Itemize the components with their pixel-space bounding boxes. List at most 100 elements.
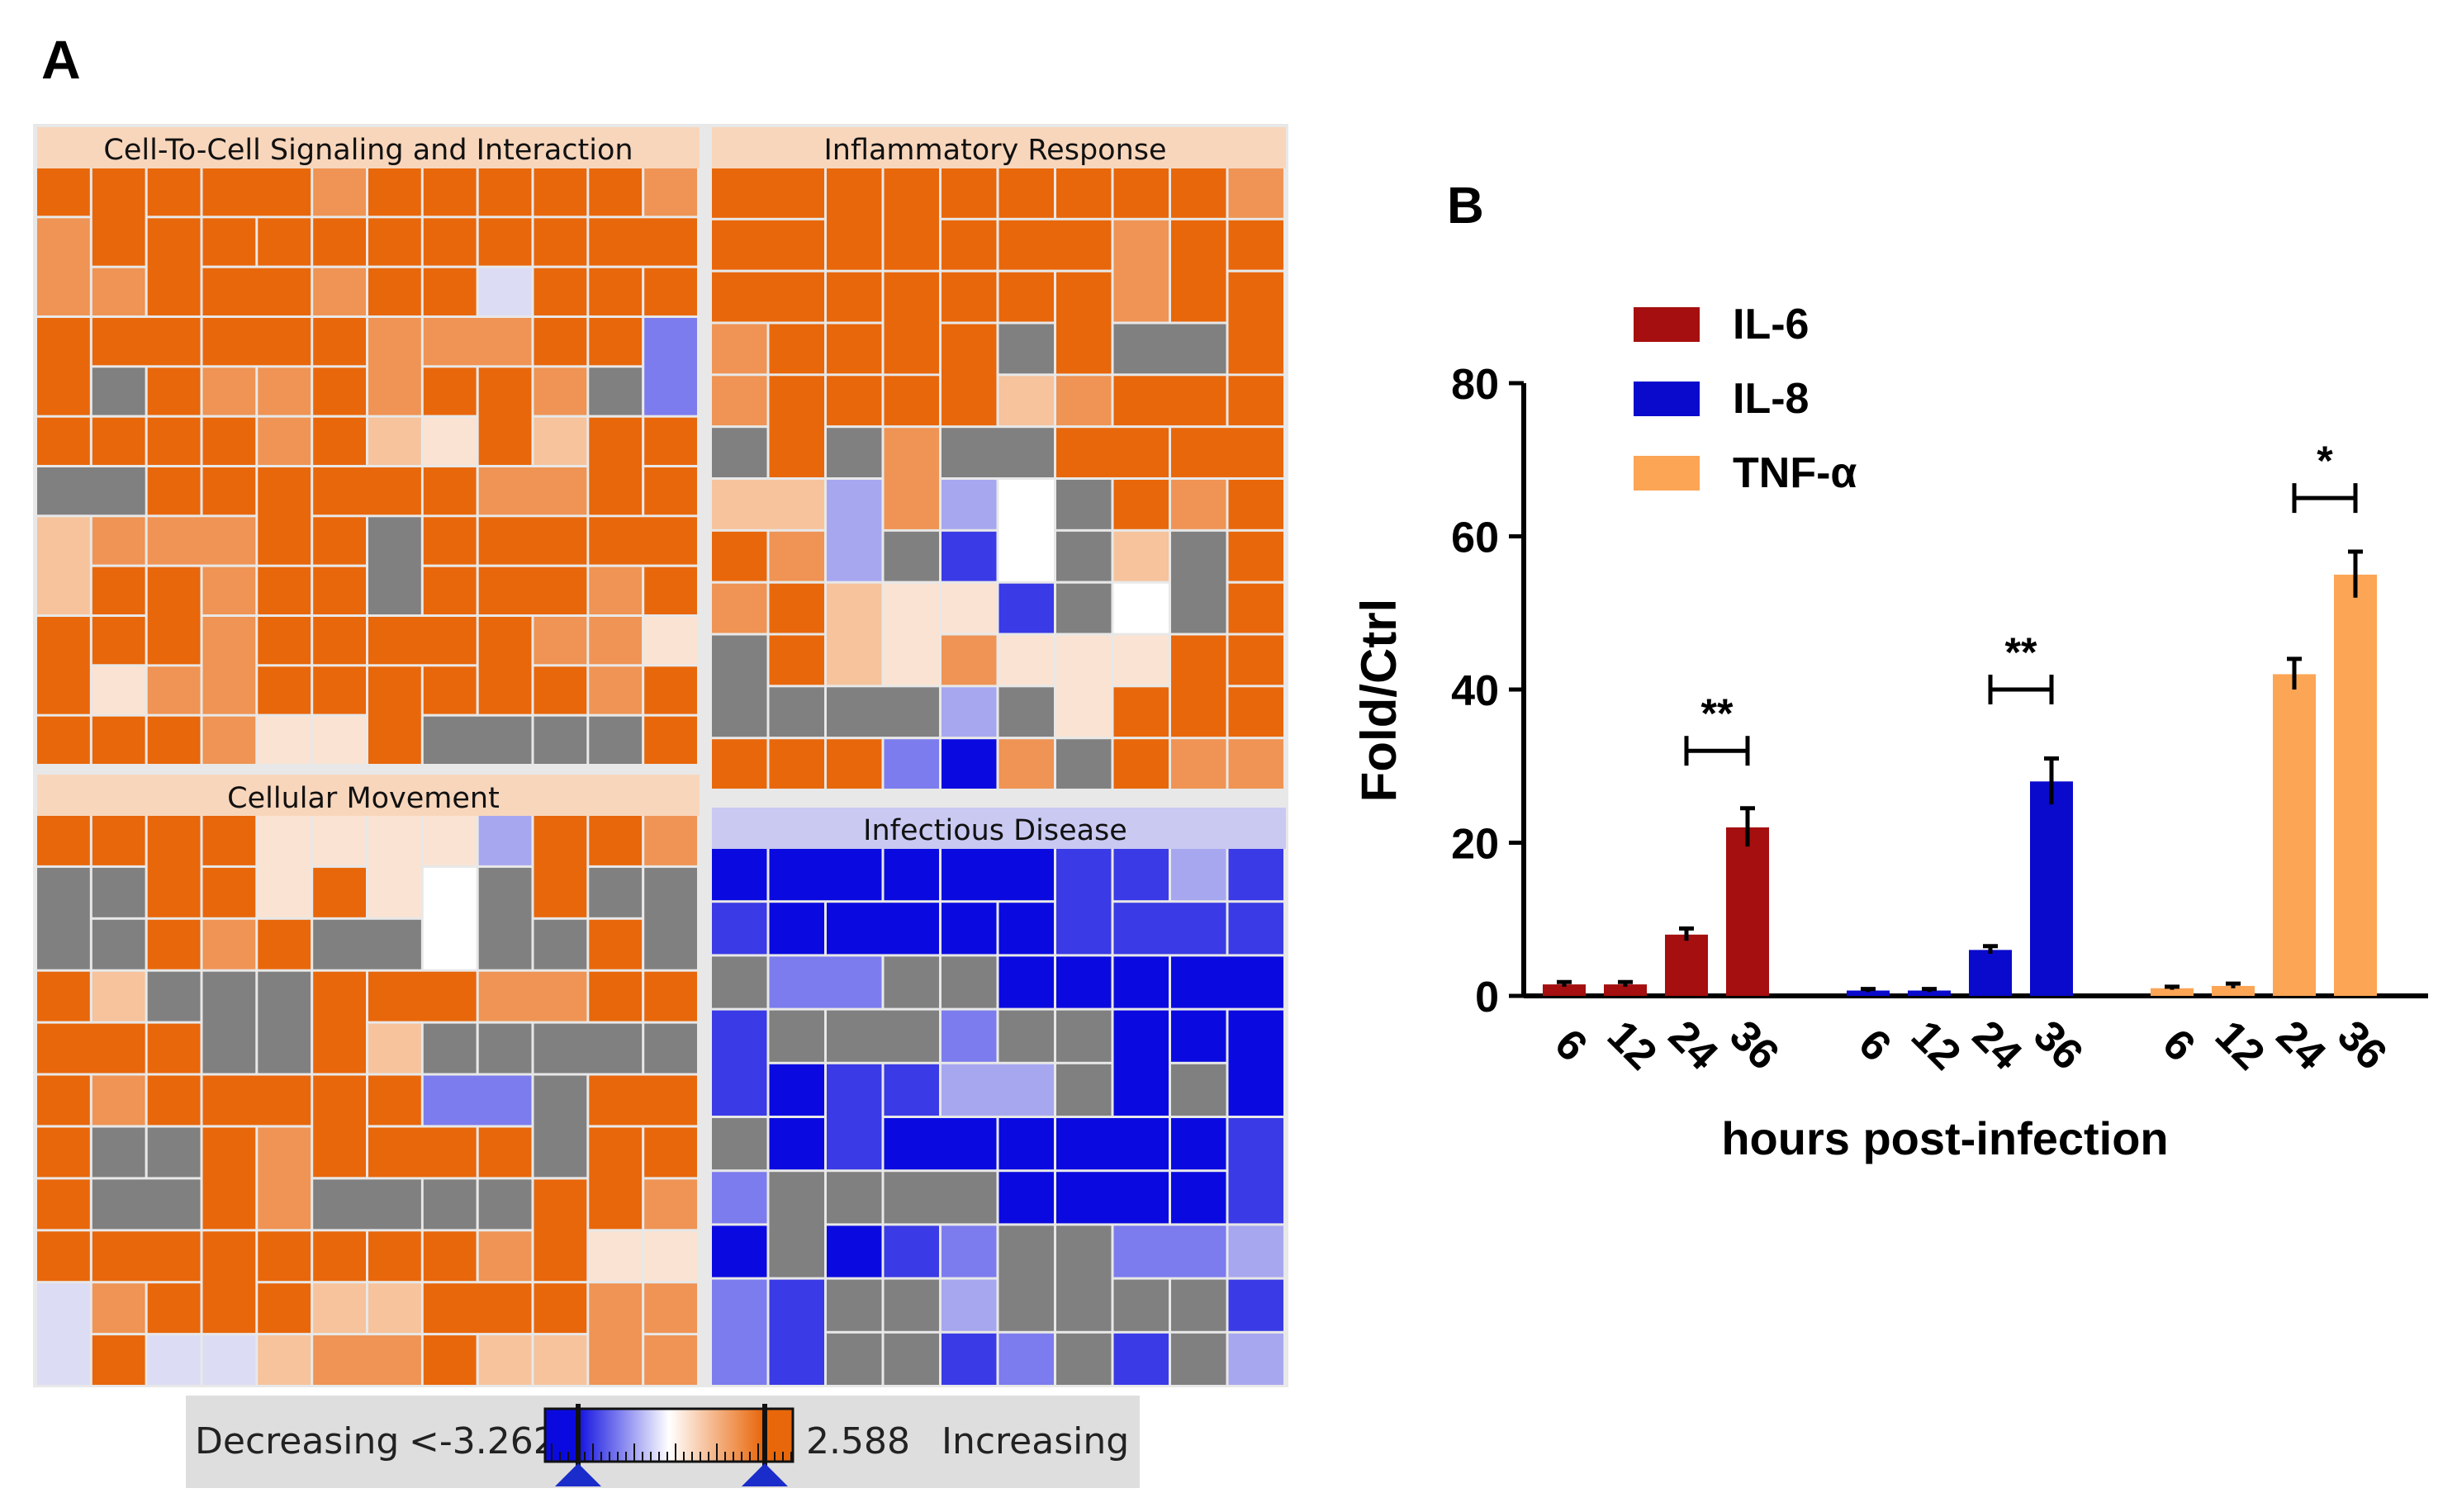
treemap-cell	[644, 971, 697, 1021]
treemap-cell	[1171, 1333, 1226, 1385]
treemap-cell	[769, 956, 882, 1008]
treemap-cell	[769, 1064, 824, 1116]
treemap-cell	[644, 417, 697, 465]
treemap-cell	[998, 739, 1054, 789]
treemap-cells	[37, 168, 1283, 1385]
treemap-cell	[147, 566, 201, 665]
treemap-cell	[202, 1127, 256, 1230]
treemap-cell	[712, 428, 767, 477]
treemap-cell	[942, 583, 997, 633]
treemap-cell	[1228, 168, 1283, 218]
scale-max-handle[interactable]	[742, 1463, 788, 1486]
bar-il8-24h	[1969, 950, 2012, 996]
scale-left-label: Decreasing	[195, 1420, 399, 1462]
treemap-cell	[1056, 376, 1112, 426]
treemap-cell	[534, 268, 587, 315]
treemap-cell	[478, 566, 587, 614]
treemap-cell	[147, 168, 201, 216]
treemap-cell	[37, 971, 90, 1021]
treemap-cell	[202, 218, 256, 266]
x-tick-label: 6	[2153, 1020, 2203, 1070]
treemap-cell	[998, 168, 1054, 218]
treemap-cell	[423, 1231, 477, 1282]
treemap-cell	[884, 1064, 939, 1116]
treemap-cell	[1056, 1333, 1112, 1385]
treemap-cell	[478, 367, 532, 465]
treemap-cell	[589, 1231, 643, 1282]
treemap-cell	[827, 583, 882, 685]
treemap-cell	[827, 739, 882, 789]
treemap-cell	[884, 168, 939, 270]
scale-min-handle[interactable]	[555, 1463, 601, 1486]
scale-min-label: <-3.262	[409, 1420, 557, 1462]
treemap-cell	[712, 324, 767, 374]
treemap-cell	[368, 816, 421, 917]
treemap-cell	[589, 417, 643, 515]
treemap-cell	[147, 919, 201, 969]
bar-il8-36h	[2030, 781, 2073, 996]
treemap-cell	[478, 617, 532, 714]
treemap-cell	[712, 1010, 767, 1116]
treemap-cell	[1056, 1225, 1112, 1331]
panel-a-label: A	[41, 29, 81, 90]
treemap-cell	[1171, 220, 1226, 322]
treemap-cell	[1056, 1172, 1169, 1224]
treemap-cell	[368, 666, 421, 764]
treemap-cell	[534, 1023, 643, 1074]
treemap-cell	[92, 716, 145, 764]
treemap-cell	[202, 318, 311, 366]
x-tick-label: 12	[2206, 1012, 2274, 1079]
treemap-cell	[423, 417, 477, 465]
treemap-cell	[202, 268, 311, 315]
treemap-cell	[1228, 903, 1283, 955]
legend-swatch-tnf	[1634, 456, 1700, 491]
treemap-cell	[942, 428, 1054, 477]
treemap-cell	[478, 168, 532, 216]
treemap-cell	[942, 1333, 997, 1385]
treemap-cell	[478, 1179, 532, 1230]
treemap-cell	[313, 816, 366, 865]
treemap-cell	[998, 376, 1054, 426]
treemap-cell	[147, 716, 201, 764]
category-title-cellular-movement: Cellular Movement	[227, 782, 500, 815]
bar-il8-12h	[1908, 990, 1951, 996]
treemap-cell	[202, 617, 256, 714]
treemap-cell	[827, 272, 882, 322]
treemap-cell	[1056, 1118, 1169, 1170]
treemap-cell	[589, 716, 643, 764]
bar-tnf-6h	[2151, 988, 2194, 996]
treemap-cell	[644, 666, 697, 714]
y-tick-label: 80	[1451, 361, 1499, 409]
treemap-cell	[37, 517, 90, 614]
treemap-cell	[92, 971, 145, 1021]
treemap-cell	[942, 903, 997, 955]
treemap-cell	[37, 1023, 145, 1074]
treemap-cell	[1113, 531, 1169, 581]
bar-il6-36h	[1726, 827, 1769, 996]
treemap-cell	[92, 417, 145, 465]
treemap-cell	[258, 566, 311, 614]
treemap-cell	[313, 716, 366, 764]
treemap-cell	[1113, 956, 1169, 1008]
treemap-cell	[534, 1335, 587, 1385]
y-tick-labels: 0 20 40 60 80	[1451, 361, 1524, 1021]
treemap-cell	[202, 919, 256, 969]
x-tick-label: 36	[1720, 1012, 1788, 1079]
category-title-inflammatory: Inflammatory Response	[823, 134, 1166, 167]
treemap-cell	[1056, 739, 1112, 789]
x-tick-label: 12	[1598, 1012, 1666, 1079]
treemap-cell	[92, 1231, 201, 1282]
treemap-cell	[147, 1127, 201, 1178]
treemap-cell	[712, 272, 824, 322]
treemap-cell	[589, 617, 643, 665]
treemap-cell	[313, 919, 421, 969]
treemap-cell	[1171, 1064, 1226, 1116]
treemap-cell	[1228, 272, 1283, 374]
treemap-cell	[92, 666, 145, 714]
treemap-cell	[258, 1127, 311, 1230]
treemap-cell	[1171, 739, 1226, 789]
treemap-cell	[423, 1179, 477, 1230]
treemap-cell	[1171, 1172, 1226, 1224]
treemap-cell	[478, 867, 532, 969]
treemap-cell	[1228, 1010, 1283, 1116]
